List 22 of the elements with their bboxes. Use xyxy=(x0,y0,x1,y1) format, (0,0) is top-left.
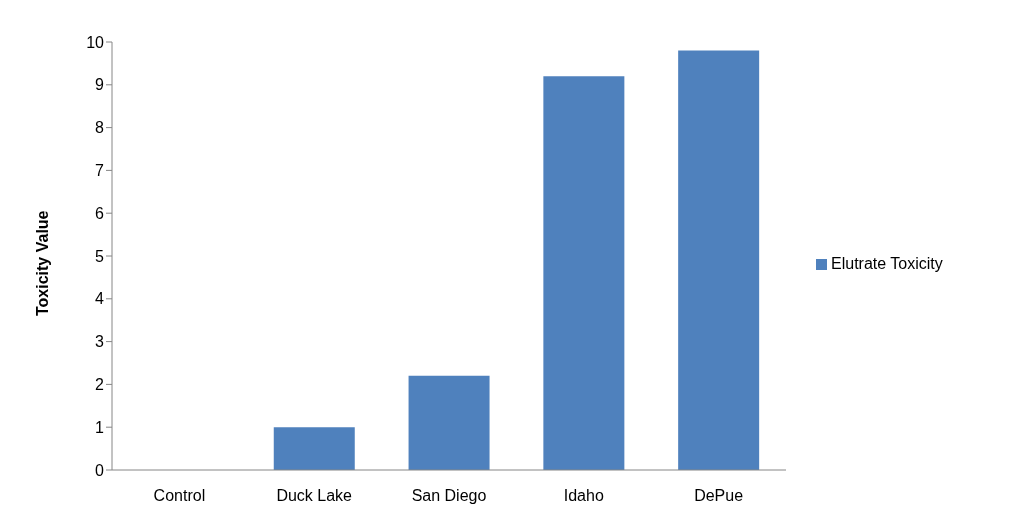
y-tick-label: 0 xyxy=(95,461,105,479)
x-tick-label: DePue xyxy=(694,487,744,505)
y-tick-label: 2 xyxy=(95,376,105,394)
x-tick-label: San Diego xyxy=(411,487,487,505)
y-tick-label: 1 xyxy=(95,418,105,436)
legend-label: Elutrate Toxicity xyxy=(831,254,943,272)
y-axis-title: Toxicity Value xyxy=(33,210,51,316)
y-tick-label: 7 xyxy=(95,162,105,180)
bar xyxy=(408,375,490,470)
y-tick-label: 9 xyxy=(95,76,105,94)
y-tick-label: 4 xyxy=(95,290,105,308)
y-tick-label: 8 xyxy=(95,119,105,137)
x-tick-label: Control xyxy=(153,487,206,505)
y-tick-label: 3 xyxy=(95,333,105,351)
x-tick-label: Duck Lake xyxy=(276,487,353,505)
bar xyxy=(543,76,625,470)
y-tick-label: 10 xyxy=(86,33,105,51)
bar xyxy=(273,427,355,470)
x-tick-label: Idaho xyxy=(563,487,604,505)
y-tick-label: 5 xyxy=(95,247,105,265)
bar xyxy=(678,50,760,470)
y-tick-label: 6 xyxy=(95,204,105,222)
